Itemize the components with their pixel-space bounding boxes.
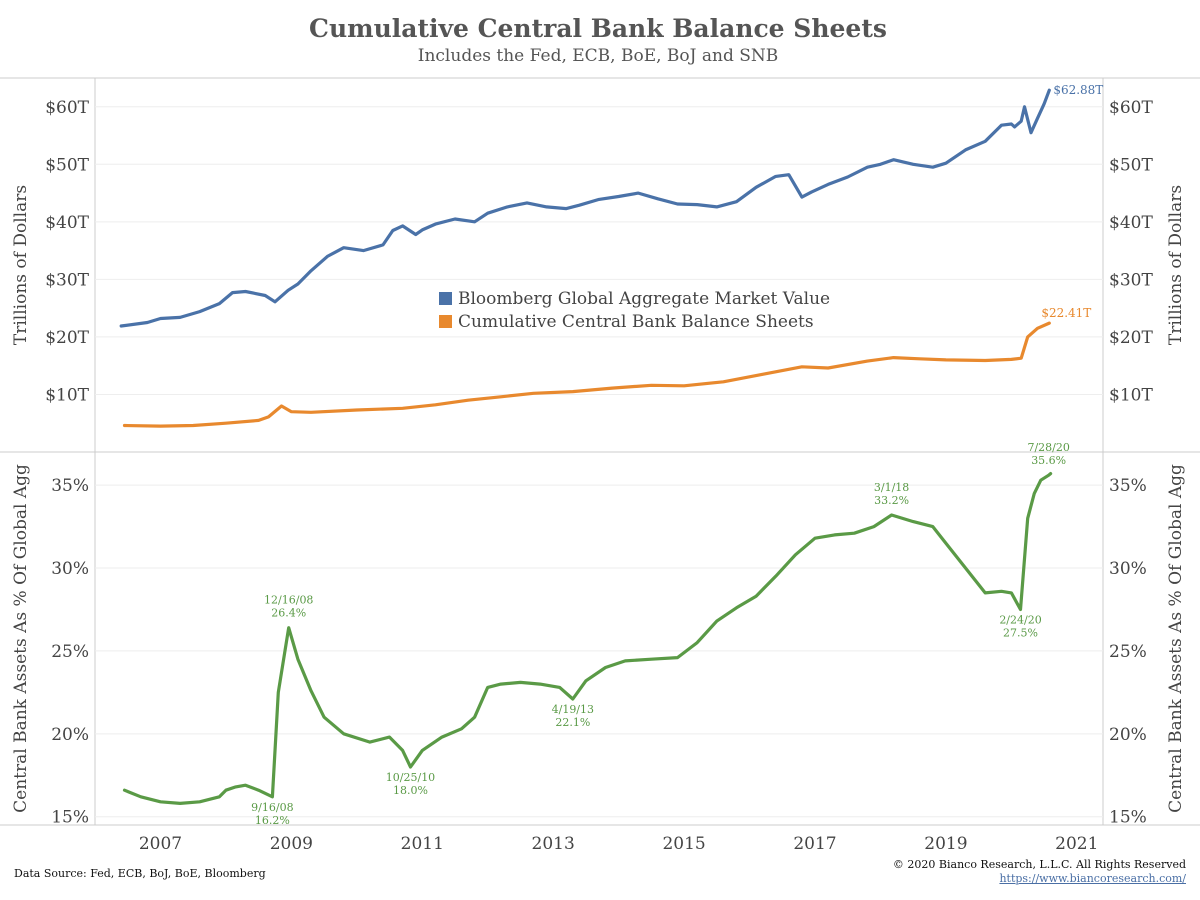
footer-credits: © 2020 Bianco Research, L.L.C. All Right…	[893, 858, 1186, 886]
annotation-value-3: 22.1%	[555, 716, 590, 729]
top-end-label-1: $22.41T	[1041, 306, 1091, 320]
annotation-date-5: 2/24/20	[999, 613, 1041, 626]
legend-label-1: Cumulative Central Bank Balance Sheets	[458, 312, 814, 332]
top-ytick-right: $20T	[1109, 328, 1153, 348]
annotation-date-1: 9/16/08	[251, 801, 293, 814]
bottom-ytick-right: 30%	[1109, 559, 1147, 579]
bottom-ytick-left: 30%	[51, 559, 89, 579]
xtick-label: 2019	[924, 834, 967, 854]
bottom-ylabel-left: Central Bank Assets As % Of Global Agg	[11, 464, 31, 813]
bottom-ytick-left: 35%	[51, 476, 89, 496]
bottom-ytick-right: 15%	[1109, 808, 1147, 828]
data-source: Data Source: Fed, ECB, BoJ, BoE, Bloombe…	[14, 867, 266, 880]
annotation-value-4: 33.2%	[874, 494, 909, 507]
top-ytick-left: $50T	[45, 155, 89, 175]
top-ytick-right: $40T	[1109, 213, 1153, 233]
top-ytick-right: $30T	[1109, 270, 1153, 290]
top-end-label-0: $62.88T	[1053, 83, 1103, 97]
top-series-line-0	[119, 88, 1051, 328]
annotation-date-0: 12/16/08	[264, 594, 313, 607]
bottom-ytick-right: 20%	[1109, 725, 1147, 745]
xtick-label: 2007	[139, 834, 182, 854]
bottom-ytick-right: 35%	[1109, 476, 1147, 496]
bottom-ytick-right: 25%	[1109, 642, 1147, 662]
annotation-value-5: 27.5%	[1003, 626, 1038, 639]
bottom-ytick-left: 20%	[51, 725, 89, 745]
xtick-label: 2017	[793, 834, 836, 854]
xtick-label: 2015	[662, 834, 705, 854]
xtick-label: 2013	[532, 834, 575, 854]
website-link[interactable]: https://www.biancoresearch.com/	[999, 872, 1186, 885]
annotation-value-0: 26.4%	[271, 607, 306, 620]
xtick-label: 2009	[270, 834, 313, 854]
top-ylabel-right: Trillions of Dollars	[1166, 185, 1186, 345]
bottom-series-line-0	[122, 472, 1053, 806]
chart-subtitle: Includes the Fed, ECB, BoE, BoJ and SNB	[417, 46, 779, 66]
top-ytick-right: $50T	[1109, 155, 1153, 175]
legend-label-0: Bloomberg Global Aggregate Market Value	[458, 289, 830, 309]
xtick-label: 2021	[1055, 834, 1098, 854]
annotation-value-1: 16.2%	[255, 814, 290, 827]
annotation-date-3: 4/19/13	[552, 703, 594, 716]
chart-title: Cumulative Central Bank Balance Sheets	[309, 14, 887, 43]
bottom-ylabel-right: Central Bank Assets As % Of Global Agg	[1166, 464, 1186, 813]
top-ytick-left: $30T	[45, 270, 89, 290]
annotation-value-6: 35.6%	[1031, 454, 1066, 467]
top-ytick-left: $10T	[45, 385, 89, 405]
top-ytick-left: $60T	[45, 98, 89, 118]
top-ytick-left: $40T	[45, 213, 89, 233]
top-ytick-right: $10T	[1109, 385, 1153, 405]
annotation-value-2: 18.0%	[393, 784, 428, 797]
xtick-label: 2011	[401, 834, 444, 854]
annotation-date-4: 3/1/18	[874, 481, 909, 494]
legend-swatch-0	[439, 292, 452, 305]
annotation-date-2: 10/25/10	[386, 771, 435, 784]
annotation-date-6: 7/28/20	[1027, 441, 1069, 454]
bottom-ytick-left: 25%	[51, 642, 89, 662]
top-series-line-1	[122, 321, 1051, 428]
legend-swatch-1	[439, 315, 452, 328]
top-ytick-right: $60T	[1109, 98, 1153, 118]
bottom-ytick-left: 15%	[51, 808, 89, 828]
copyright-text: © 2020 Bianco Research, L.L.C. All Right…	[892, 858, 1186, 871]
top-ylabel-left: Trillions of Dollars	[11, 185, 31, 345]
top-ytick-left: $20T	[45, 328, 89, 348]
